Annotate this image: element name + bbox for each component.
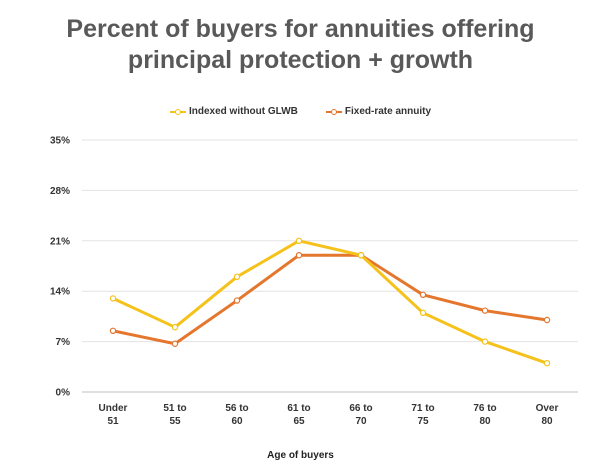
y-tick-label: 35% <box>50 136 70 147</box>
y-tick-label: 21% <box>50 236 70 247</box>
x-axis-title: Age of buyers <box>267 450 334 461</box>
x-tick-label: 71 to 75 <box>411 403 434 427</box>
x-tick-label: Over 80 <box>536 403 559 427</box>
data-point-indexed <box>233 273 241 280</box>
data-point-fixed-rate <box>481 307 489 314</box>
data-point-fixed-rate <box>233 297 241 304</box>
legend-item-indexed: Indexed without GLWB <box>169 106 298 117</box>
chart-title-line-2: principal protection + growth <box>127 46 474 74</box>
data-point-fixed-rate <box>109 327 117 334</box>
legend-item-fixed-rate: Fixed-rate annuity <box>325 106 432 117</box>
data-point-indexed <box>109 295 117 302</box>
y-tick-label: 0% <box>56 388 71 399</box>
y-tick-label: 7% <box>56 337 71 348</box>
chart-title-line-1: Percent of buyers for annuities offering <box>66 15 535 43</box>
legend: Indexed without GLWB Fixed-rate annuity <box>0 106 601 117</box>
data-point-fixed-rate <box>419 291 427 298</box>
data-point-indexed <box>295 237 303 244</box>
x-tick-label: 66 to 70 <box>349 403 372 427</box>
series-line-fixed-rate <box>112 253 548 346</box>
x-tick-label: 51 to 55 <box>163 403 186 427</box>
data-point-fixed-rate <box>295 251 303 259</box>
data-point-indexed <box>419 309 427 316</box>
data-point-indexed <box>357 251 365 259</box>
data-point-indexed <box>543 360 551 367</box>
series-line-indexed <box>112 239 548 365</box>
x-tick-label: 76 to 80 <box>473 403 496 427</box>
data-point-fixed-rate <box>543 316 551 324</box>
y-tick-label: 14% <box>50 287 70 298</box>
legend-swatch-fixed-rate <box>325 107 342 117</box>
legend-label-fixed-rate: Fixed-rate annuity <box>344 106 432 117</box>
chart-title: Percent of buyers for annuities offering… <box>0 14 601 76</box>
x-tick-label: 61 to 65 <box>287 403 310 427</box>
y-tick-label: 28% <box>50 186 70 197</box>
legend-swatch-indexed <box>169 107 186 117</box>
data-point-indexed <box>481 338 489 345</box>
x-tick-label: Under 51 <box>99 403 128 427</box>
data-point-indexed <box>171 324 179 331</box>
data-point-fixed-rate <box>171 340 179 347</box>
legend-label-indexed: Indexed without GLWB <box>188 106 298 117</box>
x-tick-label: 56 to 60 <box>225 403 248 427</box>
